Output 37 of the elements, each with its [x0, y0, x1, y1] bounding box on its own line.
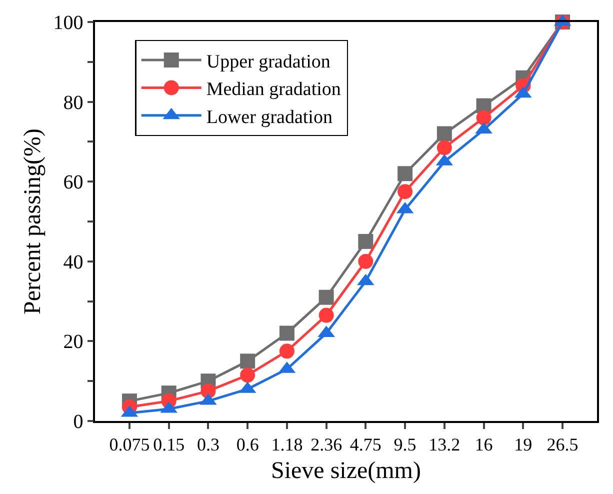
point: [398, 166, 413, 182]
point: [200, 384, 216, 399]
x-tick-label: 16: [474, 434, 493, 454]
point: [398, 184, 413, 200]
x-tick-label: 0.6: [236, 434, 259, 454]
point: [358, 254, 374, 269]
y-tick-label: 80: [63, 92, 84, 114]
y-tick-label: 60: [63, 172, 84, 194]
point: [358, 234, 374, 249]
point: [318, 308, 334, 323]
x-tick-label: 26.5: [546, 434, 578, 454]
point: [436, 126, 452, 142]
x-tick-label: 4.75: [350, 434, 382, 454]
point: [279, 326, 294, 341]
x-axis-title: Sieve size(mm): [271, 458, 421, 484]
point: [436, 140, 452, 156]
x-tick-label: 19: [514, 434, 532, 454]
legend-label: Lower gradation: [206, 106, 333, 128]
point: [318, 290, 334, 305]
x-tick-label: 2.36: [310, 434, 342, 454]
x-tick-label: 0.075: [109, 434, 150, 454]
x-tick-label: 13.2: [428, 434, 460, 454]
x-tick-label: 0.3: [196, 434, 220, 454]
y-tick-label: 40: [63, 251, 84, 274]
point: [240, 354, 256, 369]
point: [240, 368, 256, 383]
x-tick-label: 1.18: [271, 434, 303, 454]
y-tick-label: 100: [53, 12, 84, 34]
y-tick-label: 20: [63, 331, 84, 354]
x-tick-label: 9.5: [394, 434, 416, 454]
y-axis-title: Percent passing(%): [20, 128, 46, 314]
x-tick-label: 0.15: [153, 434, 185, 454]
legend-label: Median gradation: [206, 79, 342, 100]
legend-label: Upper gradation: [206, 51, 331, 72]
point: [279, 344, 294, 359]
y-tick-label: 0: [73, 411, 84, 433]
point: [476, 110, 492, 126]
